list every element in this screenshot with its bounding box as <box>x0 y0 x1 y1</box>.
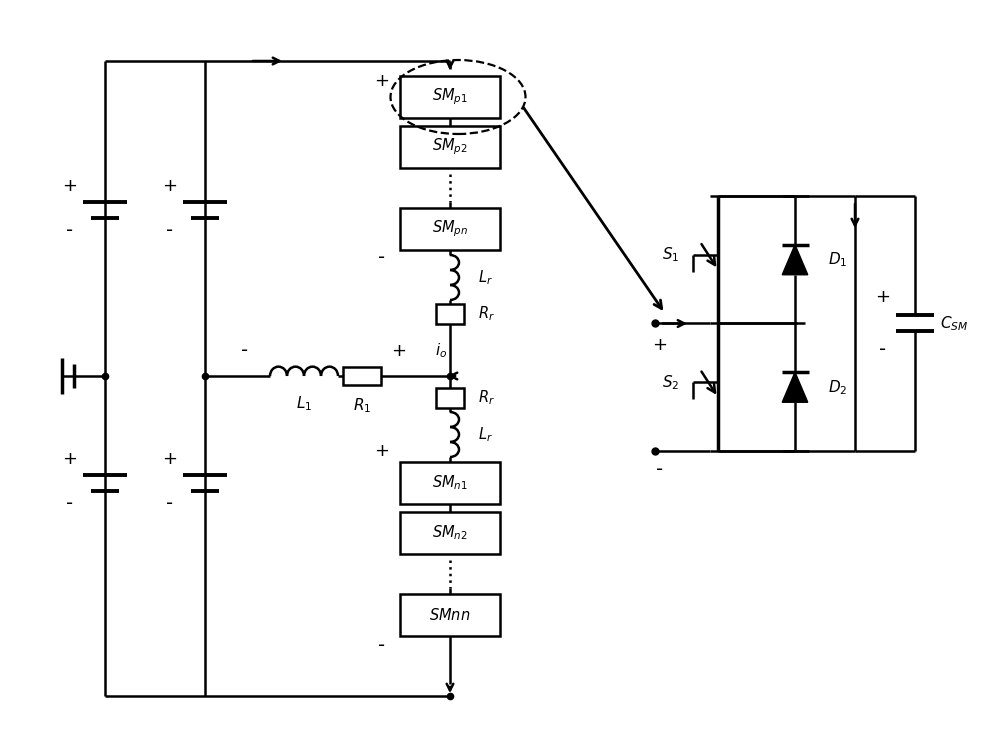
Text: $SM_{p1}$: $SM_{p1}$ <box>432 86 468 107</box>
Text: +: + <box>374 72 390 90</box>
Text: +: + <box>876 288 891 306</box>
Bar <box>400 462 500 504</box>
Text: +: + <box>62 450 78 468</box>
Text: $SM_{n2}$: $SM_{n2}$ <box>432 523 468 542</box>
Text: -: - <box>879 340 887 359</box>
Text: $D_1$: $D_1$ <box>828 250 847 269</box>
Text: -: - <box>166 222 174 240</box>
Bar <box>436 304 464 324</box>
Text: -: - <box>66 222 74 240</box>
Text: +: + <box>162 177 177 195</box>
Text: +: + <box>162 450 177 468</box>
Polygon shape <box>782 372 808 403</box>
Bar <box>400 512 500 554</box>
Text: $SM_{n1}$: $SM_{n1}$ <box>432 474 468 493</box>
Bar <box>436 388 464 408</box>
Polygon shape <box>782 245 808 275</box>
Bar <box>400 594 500 636</box>
Text: $D_2$: $D_2$ <box>828 378 847 397</box>
Text: $SM_{p2}$: $SM_{p2}$ <box>432 137 468 157</box>
Bar <box>400 208 500 250</box>
Bar <box>400 126 500 168</box>
Text: $R_1$: $R_1$ <box>353 397 371 415</box>
Text: $S_2$: $S_2$ <box>662 373 680 391</box>
Bar <box>400 76 500 118</box>
Text: $L_1$: $L_1$ <box>296 394 312 413</box>
Text: $i_o$: $i_o$ <box>435 342 447 360</box>
Text: -: - <box>241 342 249 360</box>
Text: -: - <box>378 637 386 656</box>
Text: +: + <box>374 442 390 460</box>
Text: -: - <box>378 249 386 267</box>
Text: $S_1$: $S_1$ <box>662 246 680 264</box>
Text: +: + <box>392 342 406 360</box>
Text: $SMnn$: $SMnn$ <box>429 607 471 623</box>
Text: $SM_{pn}$: $SM_{pn}$ <box>432 219 468 240</box>
Text: $L_r$: $L_r$ <box>478 268 493 287</box>
Text: $L_r$: $L_r$ <box>478 425 493 444</box>
Bar <box>343 367 381 385</box>
Text: $R_r$: $R_r$ <box>478 305 495 324</box>
Text: $R_r$: $R_r$ <box>478 389 495 407</box>
Text: -: - <box>656 460 664 478</box>
Text: +: + <box>62 177 78 195</box>
Text: -: - <box>66 494 74 514</box>
Text: $C_{SM}$: $C_{SM}$ <box>940 314 968 333</box>
Text: +: + <box>652 336 668 354</box>
Text: -: - <box>166 494 174 514</box>
